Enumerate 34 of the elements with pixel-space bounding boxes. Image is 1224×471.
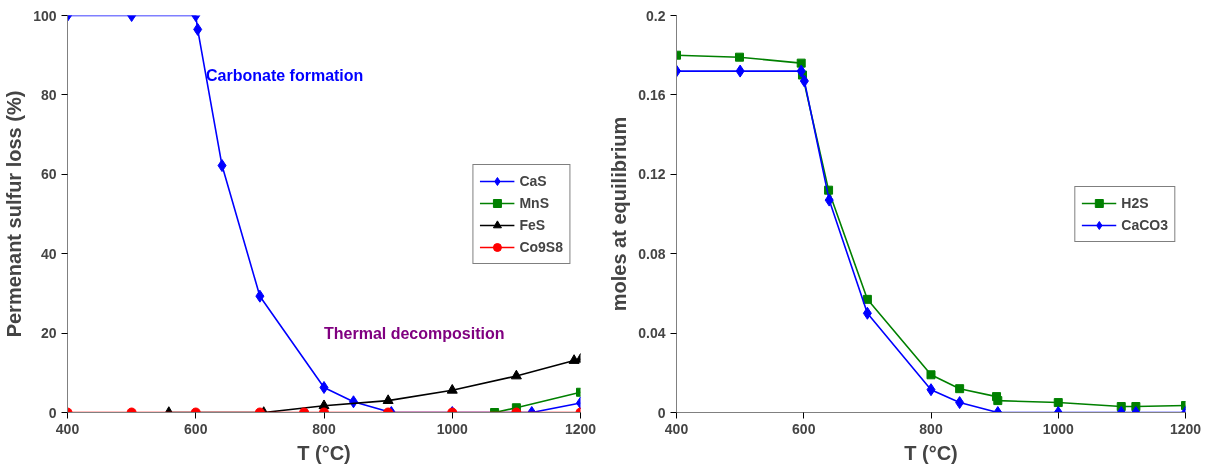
x-tick-label: 1000 [436, 420, 469, 437]
y-tick-label: 0.2 [646, 7, 666, 24]
y-tick-label: 0.12 [638, 166, 666, 183]
y-tick-label: 0 [657, 404, 666, 421]
y-tick-label: 0.08 [638, 245, 666, 262]
legend-label: MnS [519, 194, 549, 211]
y-axis-title: moles at equilibrium [608, 116, 631, 312]
x-tick-label: 1200 [564, 420, 597, 437]
legend-label: FeS [519, 216, 546, 233]
x-tick-label: 400 [664, 420, 689, 437]
annotation: Thermal decomposition [324, 324, 505, 342]
y-axis-title: Permenant sulfur loss (%) [3, 90, 26, 338]
x-tick-label: 800 [312, 420, 336, 437]
y-tick-label: 80 [40, 86, 57, 103]
legend-label: CaS [519, 172, 547, 189]
legend-label: Co9S8 [519, 238, 563, 255]
annotation: Carbonate formation [206, 66, 364, 84]
y-tick-label: 60 [40, 166, 57, 183]
legend-label: CaCO3 [1121, 216, 1168, 233]
x-tick-label: 600 [184, 420, 208, 437]
x-tick-label: 400 [55, 420, 80, 437]
y-tick-label: 100 [33, 7, 57, 24]
y-tick-label: 0 [48, 404, 57, 421]
x-tick-label: 600 [792, 420, 816, 437]
x-axis-title: T (°C) [904, 441, 958, 464]
x-tick-label: 1000 [1042, 420, 1075, 437]
y-tick-label: 40 [40, 245, 57, 262]
y-tick-label: 0.04 [638, 325, 666, 342]
x-axis-title: T (°C) [297, 441, 351, 464]
x-tick-label: 800 [919, 420, 943, 437]
y-tick-label: 20 [40, 325, 57, 342]
y-tick-label: 0.16 [638, 86, 666, 103]
legend-label: H2S [1121, 194, 1149, 211]
x-tick-label: 1200 [1169, 420, 1202, 437]
